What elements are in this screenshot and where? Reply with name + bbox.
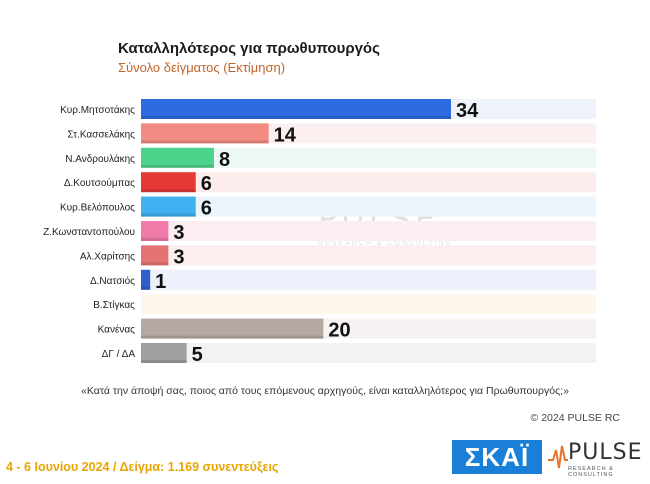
category-label: Αλ.Χαρίτσης: [80, 250, 135, 262]
bar-shadow: [141, 335, 324, 339]
category-label: Στ.Κασσελάκης: [67, 128, 135, 140]
category-label: ΔΓ / ΔΑ: [102, 349, 136, 360]
value-label: 6: [201, 198, 212, 220]
category-label: Ζ.Κωνσταντοπούλου: [43, 226, 135, 238]
bar-shadow: [141, 238, 169, 241]
category-label: Κανένας: [98, 324, 136, 336]
bar: [141, 147, 214, 168]
pulse-logo: PULSE RESEARCH & CONSULTING: [548, 440, 648, 478]
value-label: 20: [328, 320, 350, 342]
row-background: [141, 294, 596, 315]
bar-shadow: [141, 164, 214, 168]
chart-title: Καταλληλότερος για πρωθυπουργός: [118, 40, 380, 57]
value-label: 1: [155, 271, 166, 293]
value-label: 3: [173, 222, 184, 244]
row-background: [141, 269, 596, 290]
pulse-logo-word: PULSE: [568, 440, 643, 465]
bar: [141, 196, 196, 217]
category-label: Κυρ.Βελόπουλος: [60, 202, 135, 214]
category-label: Δ.Νατσιός: [90, 275, 135, 287]
bar-shadow: [141, 360, 187, 363]
survey-question: «Κατά την άποψή σας, ποιος από τους επόμ…: [81, 385, 569, 397]
bar-shadow: [141, 140, 269, 144]
bar: [141, 172, 196, 193]
chart-subtitle: Σύνολο δείγματος (Εκτίμηση): [118, 60, 286, 75]
bar: [141, 245, 169, 266]
value-label: 34: [456, 100, 479, 122]
bar-shadow: [141, 213, 196, 217]
value-label: 8: [219, 149, 230, 171]
row-background: [141, 245, 596, 266]
bar-shadow: [141, 286, 151, 290]
bar-shadow: [141, 116, 451, 119]
bar: [141, 318, 324, 339]
value-label: 6: [201, 173, 212, 195]
bar: [141, 221, 169, 241]
bar: [141, 123, 269, 144]
copyright-text: © 2024 PULSE RC: [530, 412, 620, 424]
footer-sample-info: 4 - 6 Ιουνίου 2024 / Δείγμα: 1.169 συνεν…: [6, 460, 279, 474]
category-label: Κυρ.Μητσοτάκης: [60, 104, 135, 116]
skai-logo: ΣΚΑΪ: [452, 440, 542, 474]
category-label: Δ.Κουτσούμπας: [64, 177, 135, 189]
value-label: 14: [274, 124, 297, 146]
row-background: [141, 196, 596, 217]
bar: [141, 99, 451, 119]
category-label: Ν.Ανδρουλάκης: [65, 153, 135, 165]
value-label: 5: [192, 344, 203, 366]
bar-shadow: [141, 262, 169, 266]
row-background: [141, 343, 596, 363]
row-background: [141, 221, 596, 241]
row-background: [141, 172, 596, 193]
bar-shadow: [141, 189, 196, 193]
bar: [141, 269, 151, 290]
row-background: [141, 147, 596, 168]
bar: [141, 343, 187, 363]
category-label: Β.Στίγκας: [93, 299, 135, 311]
watermark-sub: RESEARCH & CONSULTING: [318, 240, 453, 247]
pulse-logo-sub: RESEARCH & CONSULTING: [568, 466, 614, 478]
value-label: 3: [173, 246, 184, 268]
pulse-wave-icon: [548, 445, 568, 469]
